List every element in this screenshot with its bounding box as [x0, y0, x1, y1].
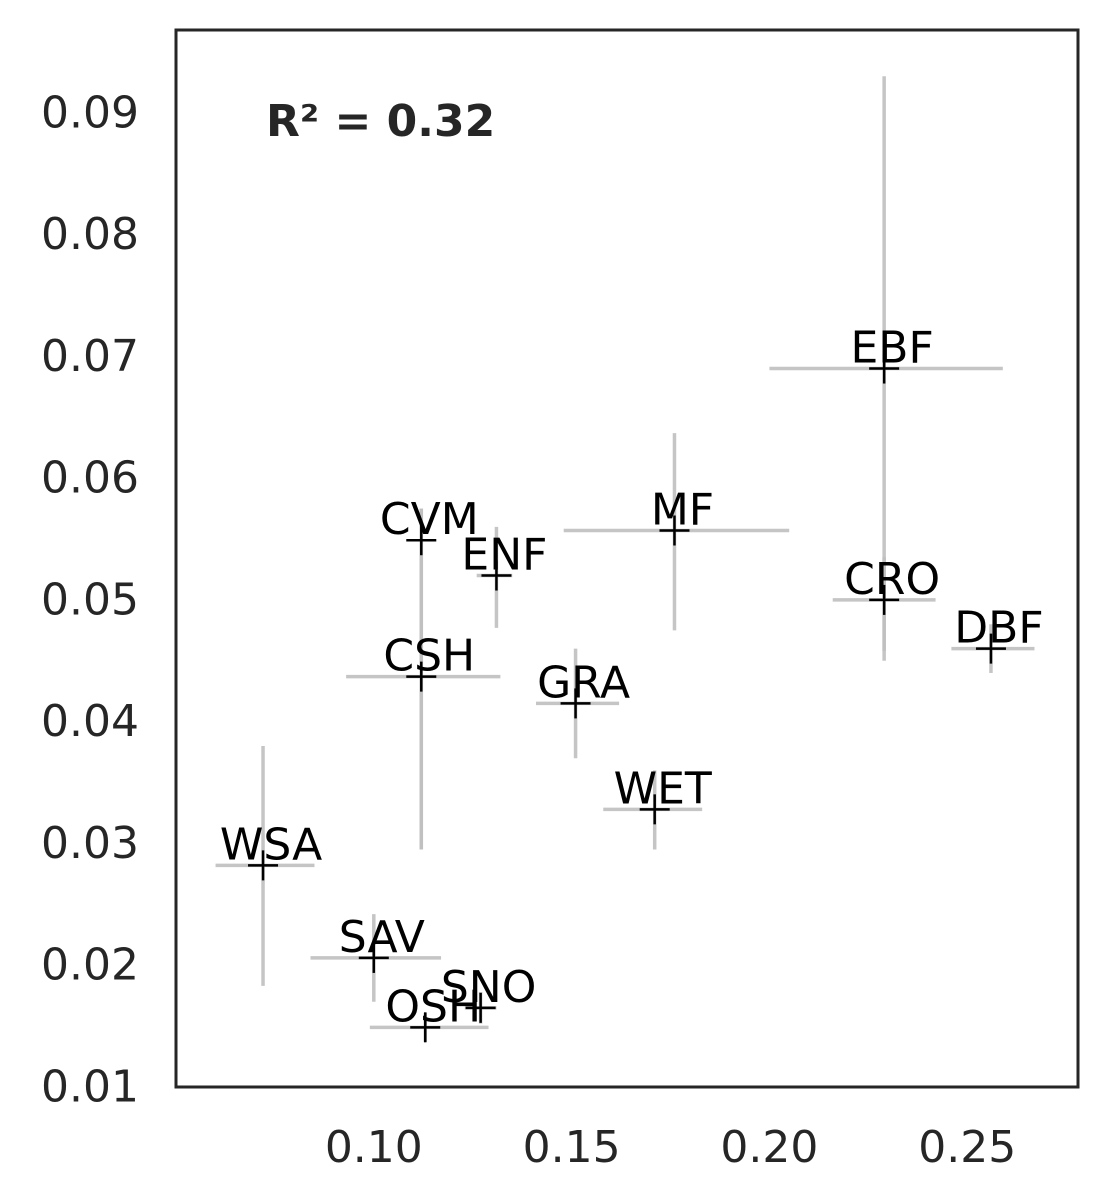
data-point: [869, 353, 900, 384]
x-tick-label: 0.10: [325, 1122, 423, 1173]
x-tick-label: 0.25: [918, 1122, 1016, 1173]
point-label: CVM: [380, 494, 479, 545]
data-point: [248, 850, 279, 881]
y-tick-label: 0.07: [41, 331, 139, 382]
point-label: CSH: [383, 631, 475, 682]
point-label: WSA: [220, 819, 322, 870]
point-label: MF: [651, 484, 714, 535]
y-tick-label: 0.06: [41, 453, 139, 504]
data-point: [358, 942, 389, 973]
y-tick-label: 0.05: [41, 574, 139, 625]
r-squared-annotation: R² = 0.32: [266, 96, 495, 147]
plot-frame: [174, 28, 1080, 1089]
y-tick-label: 0.08: [41, 209, 139, 260]
x-axis: 0.10 0.15 0.20 0.25: [325, 1122, 1016, 1173]
point-label: ENF: [461, 530, 547, 581]
point-label: SNO: [441, 962, 536, 1013]
data-point: [406, 661, 437, 692]
y-tick-label: 0.02: [41, 940, 139, 991]
y-tick-label: 0.04: [41, 696, 139, 747]
data-point: [481, 560, 512, 591]
data-point: [406, 525, 437, 556]
markers: [248, 353, 1006, 1043]
y-tick-label: 0.01: [41, 1062, 139, 1113]
point-label: CRO: [844, 554, 940, 605]
point-label: EBF: [851, 323, 934, 374]
y-tick-label: 0.03: [41, 818, 139, 869]
point-label: DBF: [954, 603, 1043, 654]
point-label: OSH: [385, 981, 481, 1032]
x-tick-label: 0.15: [523, 1122, 621, 1173]
data-point: [410, 1012, 441, 1043]
point-label: GRA: [537, 657, 630, 708]
data-point: [560, 688, 591, 719]
data-point: [869, 584, 900, 615]
data-point: [639, 794, 670, 825]
data-point: [975, 633, 1006, 664]
x-tick-label: 0.20: [720, 1122, 818, 1173]
y-axis: 0.01 0.02 0.03 0.04 0.05 0.06 0.07 0.08 0.09: [41, 87, 139, 1112]
data-point: [659, 515, 690, 546]
y-tick-label: 0.09: [41, 87, 139, 138]
point-label: SAV: [339, 912, 425, 963]
data-point: [465, 992, 496, 1023]
point-label: WET: [614, 763, 712, 814]
